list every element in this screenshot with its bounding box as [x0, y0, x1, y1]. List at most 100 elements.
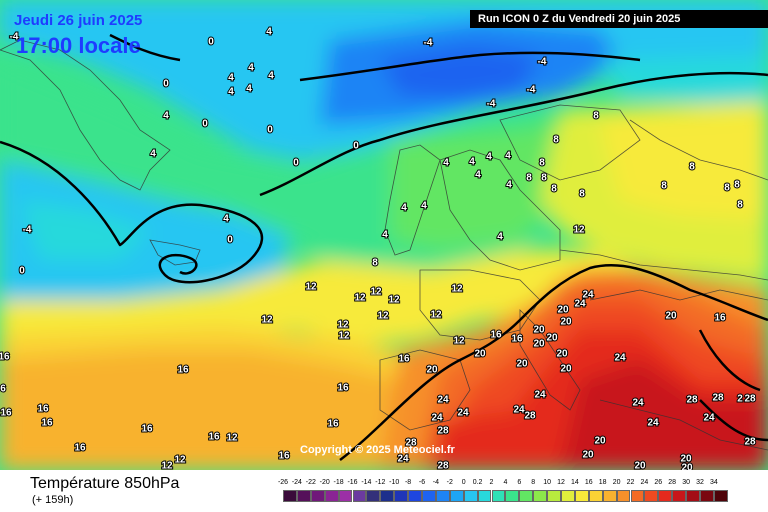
- isotherm-label: 20: [546, 333, 558, 344]
- legend-swatch: [394, 490, 409, 502]
- legend-swatch: [435, 490, 450, 502]
- isotherm-label: 0: [202, 119, 208, 130]
- isotherm-label: 4: [443, 158, 449, 169]
- isotherm-label: 20: [557, 305, 569, 316]
- isotherm-label: 0: [353, 141, 359, 152]
- temperature-map: 0 4 -4 -4 -4 -4 -4 0 4 4 4 4 4 4 0 0 4 0 0 4 0 -4 0 8 8 8 8 4 4 4 4 4 4 8…: [0, 0, 768, 470]
- isotherm-label: 8: [724, 183, 730, 194]
- isotherm-label: 20: [634, 461, 646, 470]
- legend-tick-label: 28: [668, 479, 677, 486]
- legend-swatch: [574, 490, 589, 502]
- model-run-label: Run ICON 0 Z du Vendredi 20 juin 2025: [470, 10, 768, 28]
- legend-tick-label: -20: [319, 479, 330, 486]
- isotherm-lines: [0, 33, 768, 461]
- isotherm-label: 24: [614, 353, 626, 364]
- isotherm-label: -4: [538, 57, 547, 68]
- isotherm-label: 20: [560, 317, 572, 328]
- isotherm-label: 28: [744, 437, 756, 448]
- legend-swatch: [283, 490, 297, 502]
- isotherm-label: 8: [661, 181, 667, 192]
- isotherm-label: 12: [354, 293, 366, 304]
- isotherm-label: 12: [430, 310, 442, 321]
- isotherm-label: 0: [208, 37, 214, 48]
- legend-tick-label: 2: [489, 479, 494, 486]
- isotherm-label: 28: [405, 438, 417, 449]
- legend-tick-label: -8: [404, 479, 412, 486]
- copyright-text: Copyright © 2025 Meteociel.fr: [300, 444, 455, 456]
- isotherm-label: 8: [526, 173, 532, 184]
- legend-swatch: [616, 490, 631, 502]
- isotherm-label: 4: [475, 170, 481, 181]
- isotherm-label: 20: [556, 349, 568, 360]
- isotherm-label: -4: [10, 32, 19, 43]
- legend-swatch: [296, 490, 311, 502]
- isotherm-label: 28: [437, 426, 449, 437]
- isotherm-label: 6: [0, 384, 6, 395]
- isotherm-label: 4: [486, 152, 492, 163]
- isotherm-label: 20: [426, 365, 438, 376]
- legend-swatch: [366, 490, 381, 502]
- legend-tick-label: 18: [598, 479, 607, 486]
- legend-swatch: [505, 490, 520, 502]
- isotherm-label: 16: [37, 404, 49, 415]
- isotherm-label: 24: [437, 395, 449, 406]
- isotherm-label: 20: [474, 349, 486, 360]
- legend-swatch: [630, 490, 645, 502]
- legend-tick-label: 0.2: [472, 479, 483, 486]
- legend-swatch: [338, 490, 353, 502]
- isotherm-label: 4: [421, 201, 427, 212]
- isotherm-label: 12: [370, 287, 382, 298]
- isotherm-label: 0: [227, 235, 233, 246]
- legend-swatch: [588, 490, 603, 502]
- isotherm-label: 12: [226, 433, 238, 444]
- isotherm-label: 8: [553, 135, 559, 146]
- isotherm-label: 8: [541, 173, 547, 184]
- lead-time: (+ 159h): [32, 494, 74, 506]
- isotherm-label: 0: [267, 125, 273, 136]
- isotherm-label: 28: [744, 394, 756, 405]
- isotherm-label: 8: [689, 162, 695, 173]
- legend-swatch: [491, 490, 506, 502]
- isotherm-label: 20: [533, 339, 545, 350]
- legend-tick-label: 30: [682, 479, 690, 486]
- isotherm-label: 12: [338, 331, 350, 342]
- isotherm-label: 24: [574, 299, 586, 310]
- forecast-date: Jeudi 26 juin 2025: [14, 12, 143, 29]
- legend-tick-label: 6: [517, 479, 522, 486]
- legend-tick-label: 10: [543, 479, 551, 486]
- legend-tick-label: -12: [375, 479, 386, 486]
- isotherm-label: 8: [737, 200, 743, 211]
- isotherm-label: 0: [293, 158, 299, 169]
- isotherm-label: 4: [506, 180, 512, 191]
- isotherm-label: 12: [174, 455, 186, 466]
- isotherm-label: 8: [579, 189, 585, 200]
- isotherm-label: 20: [681, 463, 693, 470]
- isotherm-label: 28: [437, 461, 449, 470]
- legend-tick-label: -16: [347, 479, 358, 486]
- legend-swatch: [533, 490, 548, 502]
- legend-tick-label: -22: [305, 479, 316, 486]
- isotherm-label: 0: [163, 79, 169, 90]
- legend-swatch: [547, 490, 561, 502]
- isotherm-label: 24: [582, 290, 594, 301]
- legend-tick-label: 32: [696, 479, 704, 486]
- isotherm-label: -4: [424, 38, 433, 49]
- isotherm-label: 20: [594, 436, 606, 447]
- isotherm-label: 28: [524, 411, 536, 422]
- isotherm-label: 12: [388, 295, 400, 306]
- isotherm-label: 28: [712, 393, 724, 404]
- isotherm-label: 16: [41, 418, 53, 429]
- isotherm-label: 8: [734, 180, 740, 191]
- isotherm-label: 12: [305, 282, 317, 293]
- isotherm-label: 4: [268, 71, 274, 82]
- legend-tick-label: -4: [432, 479, 439, 486]
- legend-swatch: [408, 490, 422, 502]
- isotherm-label: 20: [560, 364, 572, 375]
- legend-tick-label: -14: [361, 479, 372, 486]
- legend-swatch: [561, 490, 575, 502]
- isotherm-label: 4: [248, 63, 254, 74]
- isotherm-label: 24: [647, 418, 659, 429]
- legend-tick-label: -10: [389, 479, 400, 486]
